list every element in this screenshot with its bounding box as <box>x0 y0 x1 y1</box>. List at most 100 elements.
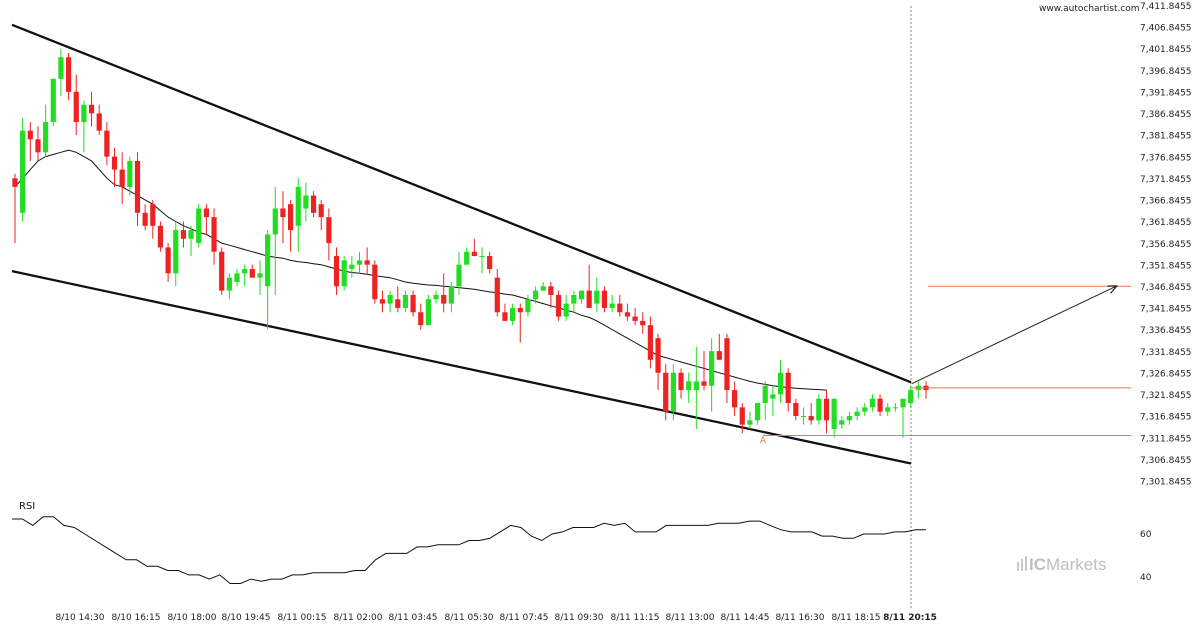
candle <box>356 251 363 274</box>
axes: 7,411.8455 7,406.8455 7,401.8455 7,396.8455… <box>55 2 1191 623</box>
candle-body <box>272 208 278 235</box>
candle-body <box>548 286 554 295</box>
candle-body <box>20 130 26 213</box>
x-tick-label: 8/11 16:30 <box>775 613 824 623</box>
candle-body <box>747 420 753 425</box>
candle <box>364 247 370 274</box>
candle-body <box>571 294 577 304</box>
candle <box>655 333 661 391</box>
y-tick-label: 7,301.8455 <box>1140 478 1192 488</box>
candle-body <box>188 230 194 239</box>
candle-body <box>318 204 324 218</box>
candle <box>762 381 768 421</box>
y-tick-label: 7,331.8455 <box>1140 348 1192 358</box>
candle-body <box>395 299 401 308</box>
candle-body <box>586 290 592 308</box>
candle-body <box>104 130 110 157</box>
candle <box>854 407 860 421</box>
y-tick-label: 7,336.8455 <box>1140 326 1192 336</box>
candle-body <box>448 286 454 304</box>
candle <box>540 281 546 291</box>
candle <box>823 390 830 434</box>
candle-body <box>693 381 699 391</box>
candle <box>586 264 592 308</box>
candle <box>448 281 454 313</box>
candle-body <box>58 57 64 79</box>
candle <box>456 251 462 295</box>
brand-bars-icon <box>1017 556 1027 571</box>
y-tick-label: 7,326.8455 <box>1140 369 1192 379</box>
candle <box>249 264 255 278</box>
y-tick-label: 7,381.8455 <box>1140 132 1192 142</box>
candle-body <box>111 156 118 170</box>
candle-body <box>709 351 715 386</box>
candle <box>732 381 738 416</box>
y-tick-label: 7,356.8455 <box>1140 240 1192 250</box>
candle <box>915 381 921 399</box>
candle-body <box>793 403 799 416</box>
candle-body <box>502 312 508 321</box>
price-plot: A <box>11 6 1131 608</box>
candle <box>387 290 393 313</box>
candle-body <box>900 398 906 408</box>
candle <box>885 403 891 416</box>
candle <box>111 147 118 187</box>
candle-body <box>310 195 317 213</box>
candle <box>647 316 654 369</box>
candle <box>257 260 263 295</box>
candle-body <box>885 407 891 412</box>
candle <box>318 199 324 231</box>
y-tick-label: 7,401.8455 <box>1140 45 1192 55</box>
candle-body <box>609 303 615 308</box>
candle <box>532 286 539 304</box>
candle <box>770 385 776 416</box>
candle-body <box>295 186 301 226</box>
rsi-tick-label: 60 <box>1140 530 1152 540</box>
candle <box>341 256 347 291</box>
candle <box>165 243 171 282</box>
candle <box>555 290 562 321</box>
candle-body <box>892 407 898 409</box>
candle <box>104 122 110 166</box>
candle <box>609 294 615 313</box>
candle-body <box>808 415 814 421</box>
x-tick-label: 8/11 18:15 <box>831 613 880 623</box>
candle <box>601 286 608 313</box>
candle-body <box>732 390 738 408</box>
candle <box>510 303 516 326</box>
x-tick-label: 8/10 16:15 <box>111 613 160 623</box>
candle-body <box>800 415 807 417</box>
candle-body <box>249 269 255 278</box>
candle-body <box>739 407 745 425</box>
candle-body <box>157 225 164 248</box>
candle-body <box>127 160 133 187</box>
candle-body <box>456 264 462 287</box>
candle <box>578 290 585 304</box>
candle <box>693 346 699 429</box>
candle-body <box>134 160 141 213</box>
candle-body <box>303 195 309 209</box>
candle <box>43 104 49 157</box>
candle <box>27 122 33 161</box>
x-tick-label: 8/10 18:00 <box>167 613 216 623</box>
candle-body <box>647 325 654 360</box>
candle-body <box>464 251 470 265</box>
watermark-text: www.autochartist.com <box>1039 4 1140 14</box>
candle-body <box>173 230 179 274</box>
rsi-tick-label: 40 <box>1140 573 1152 583</box>
y-tick-label: 7,371.8455 <box>1140 175 1192 185</box>
candle <box>180 221 187 248</box>
candle <box>12 173 18 244</box>
candle-body <box>831 398 837 429</box>
candle <box>425 294 431 326</box>
y-tick-label: 7,396.8455 <box>1140 67 1192 77</box>
candle <box>494 269 500 317</box>
candle-body <box>372 264 378 300</box>
candle-body <box>27 130 33 140</box>
candle-body <box>73 91 79 123</box>
candle-body <box>908 390 914 404</box>
candle <box>487 251 493 274</box>
candle-body <box>35 139 41 153</box>
candle-body <box>379 299 386 304</box>
candle-body <box>356 260 363 265</box>
